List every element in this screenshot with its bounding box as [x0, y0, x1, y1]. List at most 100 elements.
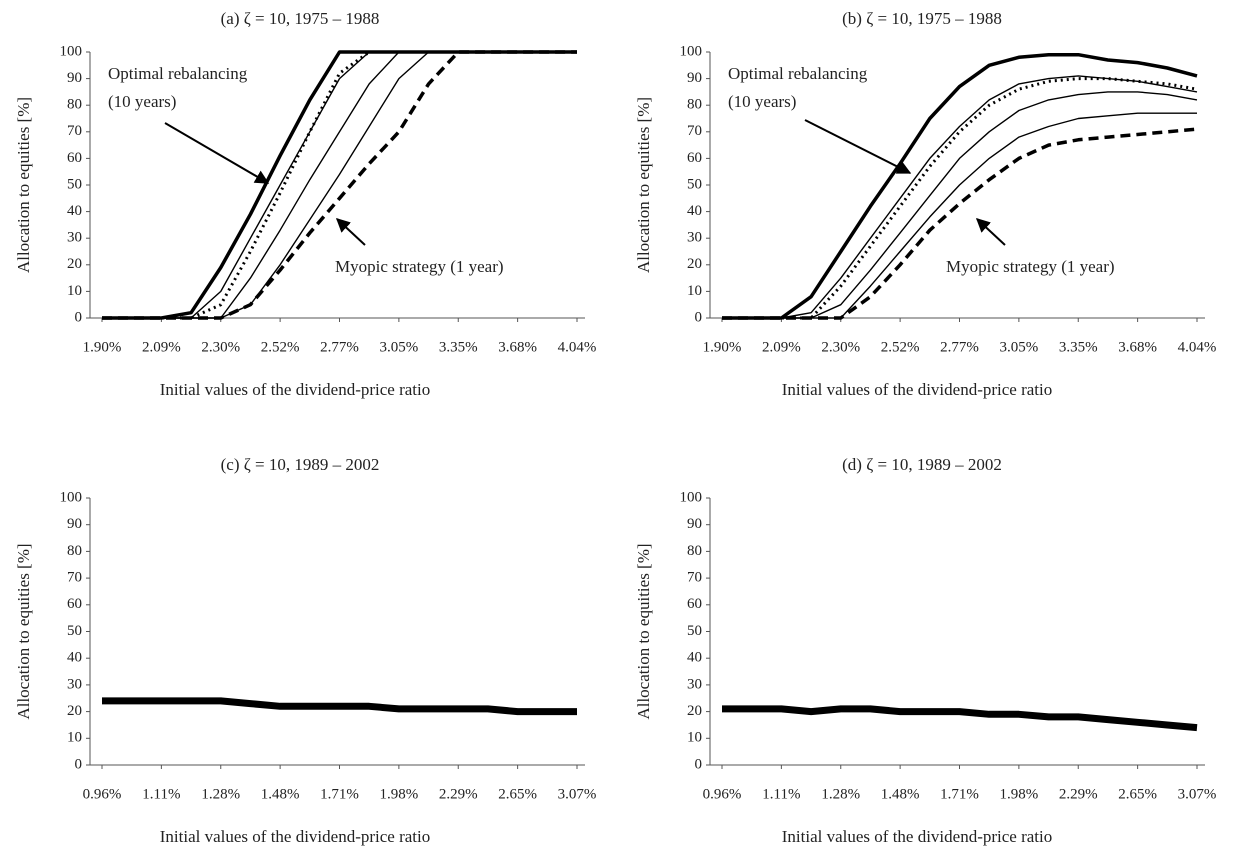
x-tick-label: 2.09% — [762, 339, 801, 355]
y-tick-label: 30 — [687, 230, 702, 246]
annotation-arrow — [164, 122, 270, 184]
y-tick-label: 60 — [67, 150, 82, 166]
x-tick-label: 2.29% — [439, 786, 478, 802]
x-tick-label: 1.28% — [821, 786, 860, 802]
x-tick-label: 1.90% — [703, 339, 742, 355]
annotation: (10 years) — [108, 92, 176, 111]
y-tick-label: 20 — [67, 256, 82, 272]
x-tick-label: 3.07% — [558, 786, 597, 802]
x-tick-label: 2.65% — [1118, 786, 1157, 802]
x-tick-label: 2.30% — [201, 339, 240, 355]
annotation-arrow — [335, 218, 366, 246]
y-tick-label: 70 — [67, 570, 82, 586]
y-tick-label: 0 — [695, 756, 703, 772]
y-tick-label: 30 — [687, 676, 702, 692]
y-tick-label: 100 — [60, 43, 83, 59]
y-tick-label: 10 — [687, 283, 702, 299]
x-tick-label: 2.09% — [142, 339, 181, 355]
y-axis-label: Allocation to equities [%] — [14, 543, 33, 719]
annotation-arrow — [804, 119, 912, 174]
x-tick-label: 2.77% — [320, 339, 359, 355]
y-tick-label: 40 — [687, 650, 702, 666]
y-tick-label: 90 — [687, 516, 702, 532]
x-tick-label: 3.68% — [498, 339, 537, 355]
y-axis-label: Allocation to equities [%] — [634, 543, 653, 719]
chart-title: (a) ζ = 10, 1975 – 1988 — [221, 9, 380, 28]
y-tick-label: 20 — [67, 703, 82, 719]
x-tick-label: 1.28% — [201, 786, 240, 802]
y-tick-label: 70 — [687, 570, 702, 586]
x-tick-label: 4.04% — [558, 339, 597, 355]
x-tick-label: 1.11% — [142, 786, 180, 802]
y-tick-label: 0 — [75, 309, 83, 325]
x-tick-label: 3.35% — [1059, 339, 1098, 355]
x-tick-label: 0.96% — [83, 786, 122, 802]
y-tick-label: 60 — [67, 596, 82, 612]
chart-title: (b) ζ = 10, 1975 – 1988 — [842, 9, 1002, 28]
x-tick-label: 1.11% — [762, 786, 800, 802]
y-tick-label: 0 — [695, 309, 703, 325]
y-tick-label: 10 — [67, 283, 82, 299]
y-tick-label: 80 — [67, 97, 82, 113]
y-tick-label: 80 — [67, 543, 82, 559]
y-tick-label: 90 — [67, 70, 82, 86]
y-tick-label: 10 — [687, 730, 702, 746]
x-tick-label: 3.68% — [1118, 339, 1157, 355]
y-tick-label: 60 — [687, 150, 702, 166]
x-tick-label: 1.48% — [261, 786, 300, 802]
y-tick-label: 90 — [67, 516, 82, 532]
annotation: Optimal rebalancing — [728, 64, 868, 83]
y-tick-label: 50 — [687, 176, 702, 192]
series-line — [722, 52, 1198, 320]
y-tick-label: 40 — [687, 203, 702, 219]
y-tick-label: 80 — [687, 543, 702, 559]
x-tick-label: 1.71% — [320, 786, 359, 802]
annotation-arrow — [975, 218, 1006, 246]
y-tick-label: 70 — [67, 123, 82, 139]
x-tick-label: 4.04% — [1178, 339, 1217, 355]
x-tick-label: 2.52% — [261, 339, 300, 355]
y-tick-label: 30 — [67, 676, 82, 692]
y-tick-label: 50 — [67, 623, 82, 639]
y-tick-label: 100 — [680, 43, 703, 59]
y-tick-label: 10 — [67, 730, 82, 746]
y-tick-label: 100 — [60, 489, 83, 505]
x-axis-label: Initial values of the dividend-price rat… — [782, 827, 1053, 846]
chart-title: (c) ζ = 10, 1989 – 2002 — [221, 455, 380, 474]
x-tick-label: 1.90% — [83, 339, 122, 355]
y-tick-label: 30 — [67, 230, 82, 246]
x-tick-label: 2.77% — [940, 339, 979, 355]
y-tick-label: 90 — [687, 70, 702, 86]
annotation: Myopic strategy (1 year) — [335, 257, 504, 276]
x-tick-label: 3.05% — [380, 339, 419, 355]
annotation: Myopic strategy (1 year) — [946, 257, 1115, 276]
chart-title: (d) ζ = 10, 1989 – 2002 — [842, 455, 1002, 474]
y-tick-label: 100 — [680, 489, 703, 505]
x-tick-label: 0.96% — [703, 786, 742, 802]
y-tick-label: 40 — [67, 203, 82, 219]
x-tick-label: 1.71% — [940, 786, 979, 802]
y-tick-label: 0 — [75, 756, 83, 772]
y-axis-label: Allocation to equities [%] — [14, 97, 33, 273]
y-axis-label: Allocation to equities [%] — [634, 97, 653, 273]
series-line — [722, 112, 1197, 319]
x-tick-label: 3.07% — [1178, 786, 1217, 802]
x-axis-label: Initial values of the dividend-price rat… — [160, 380, 431, 399]
x-tick-label: 2.30% — [821, 339, 860, 355]
x-tick-label: 1.48% — [881, 786, 920, 802]
y-tick-label: 70 — [687, 123, 702, 139]
series-line — [722, 705, 1198, 732]
x-tick-label: 3.35% — [439, 339, 478, 355]
series-line — [722, 127, 1198, 320]
y-tick-label: 80 — [687, 97, 702, 113]
series-line — [102, 50, 577, 320]
y-tick-label: 20 — [687, 256, 702, 272]
y-tick-label: 50 — [67, 176, 82, 192]
x-tick-label: 1.98% — [1000, 786, 1039, 802]
x-tick-label: 2.65% — [498, 786, 537, 802]
series-line — [102, 697, 577, 716]
x-tick-label: 3.05% — [1000, 339, 1039, 355]
y-tick-label: 20 — [687, 703, 702, 719]
y-tick-label: 50 — [687, 623, 702, 639]
